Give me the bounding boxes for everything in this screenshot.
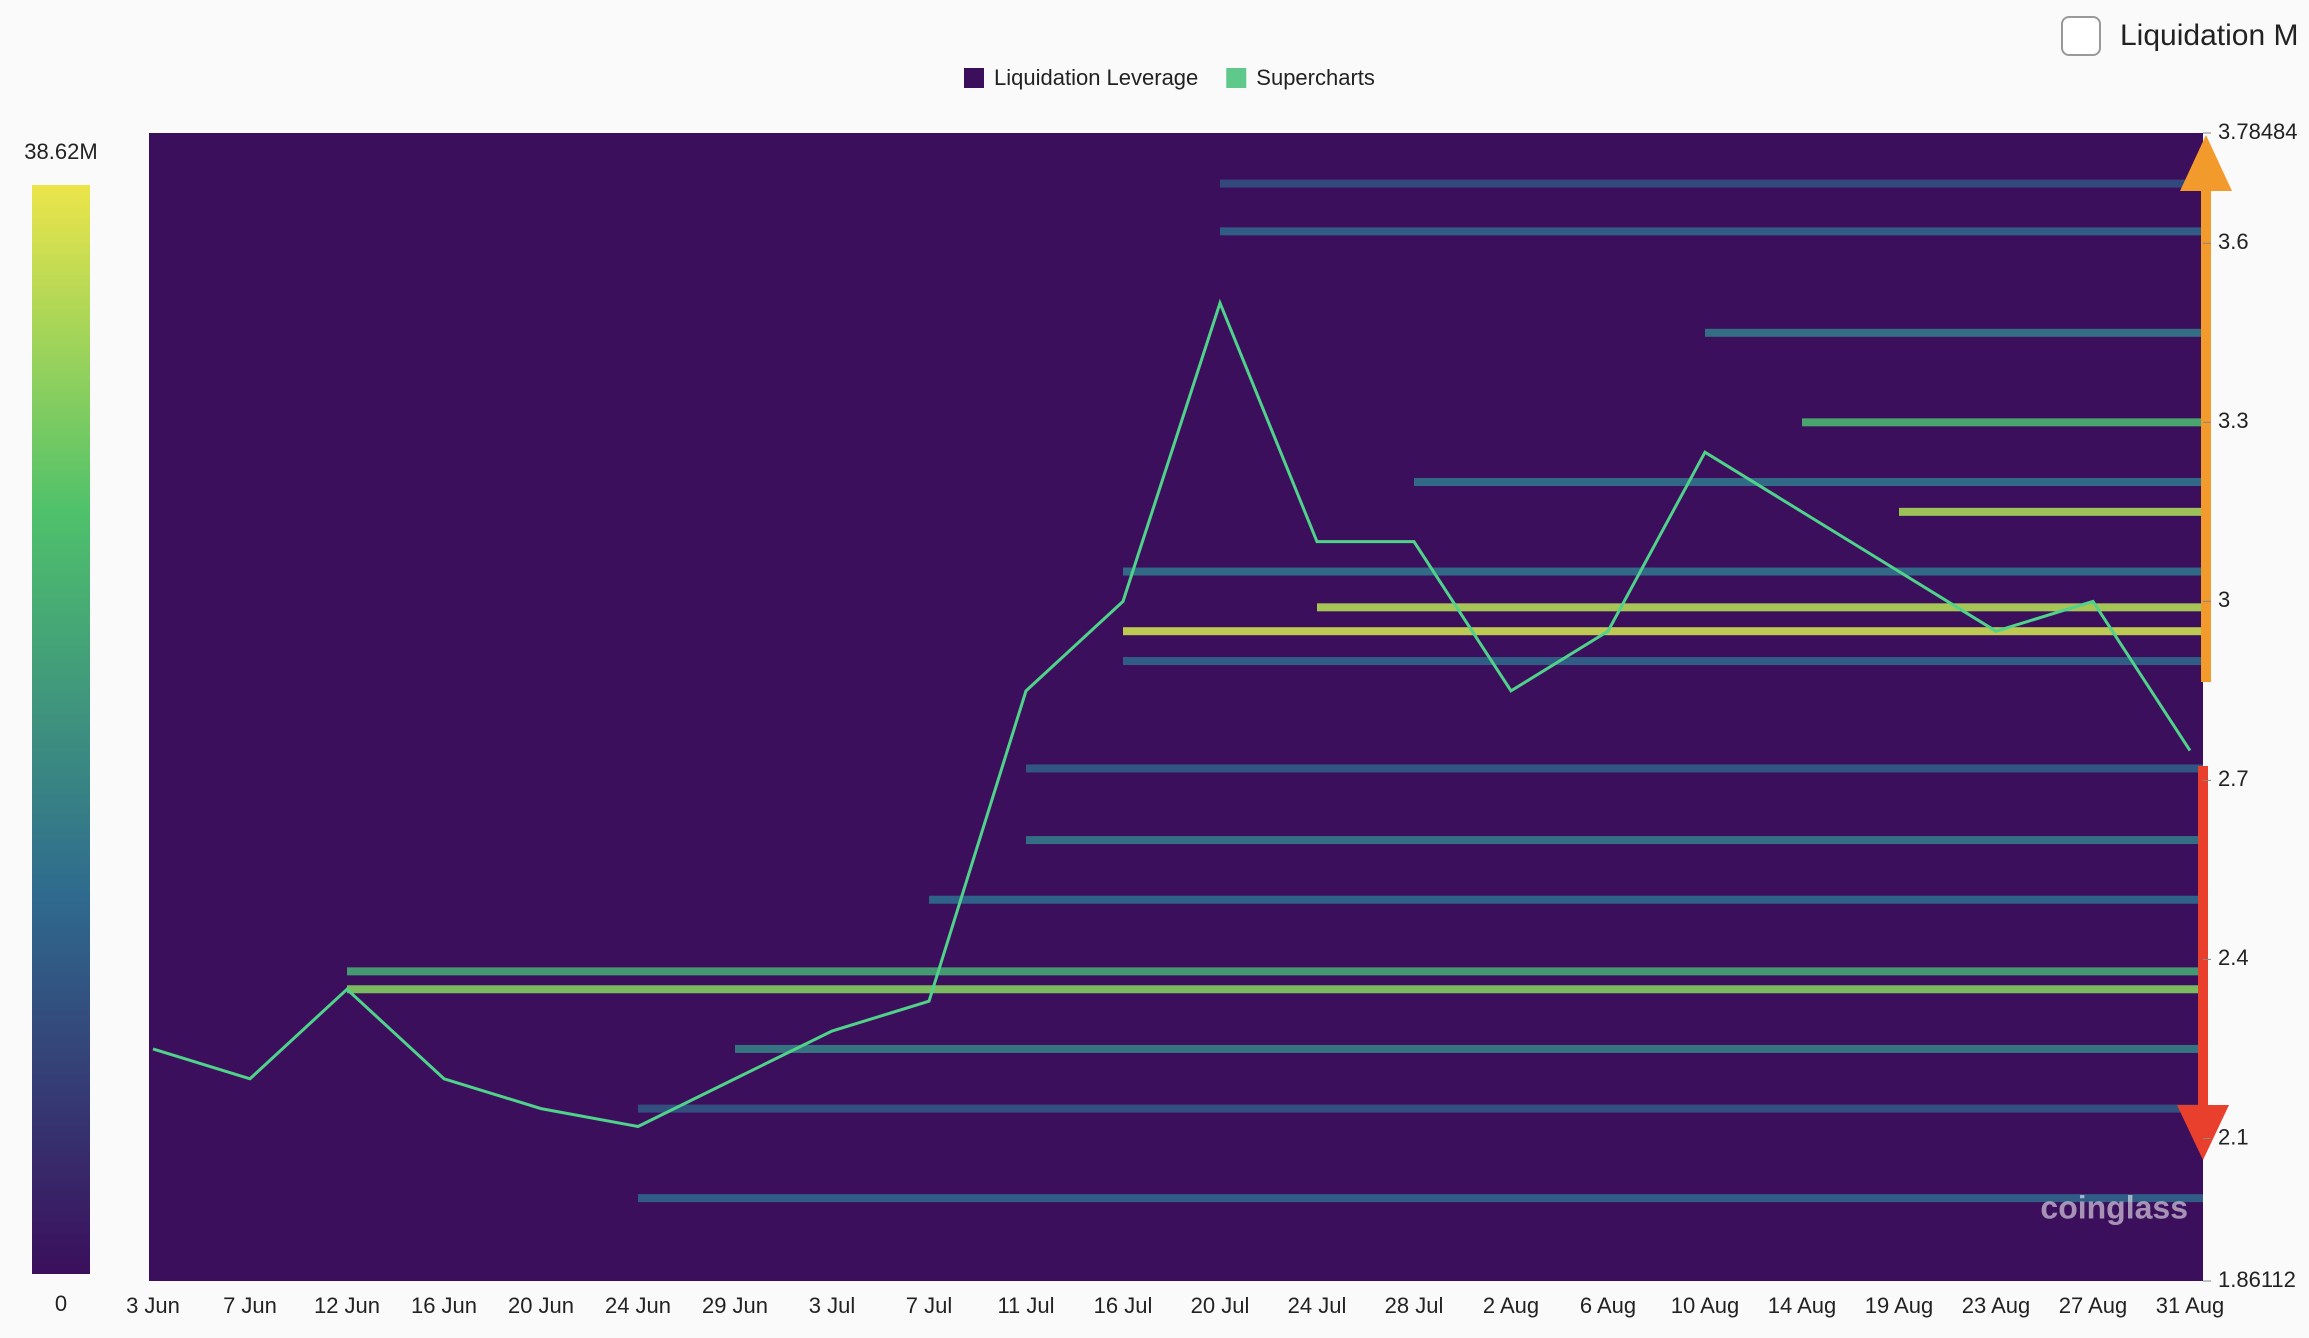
y-tick-label: 2.1 [2218, 1124, 2249, 1149]
liquidation-band [1026, 836, 2203, 845]
x-tick-label: 3 Jun [126, 1293, 180, 1318]
legend-label: Liquidation Leverage [994, 65, 1198, 90]
x-tick-label: 24 Jul [1288, 1293, 1347, 1318]
x-tick-label: 7 Jun [223, 1293, 277, 1318]
liquidation-band [1123, 567, 2203, 576]
liquidation-band [1123, 627, 2203, 636]
x-tick-label: 27 Aug [2059, 1293, 2128, 1318]
liquidation-band [638, 1194, 2203, 1203]
colorbar-label: 38.62M [24, 139, 97, 164]
y-tick-label: 3.6 [2218, 229, 2249, 254]
toggle-label[interactable]: Liquidation M [2120, 19, 2298, 52]
x-tick-label: 11 Jul [997, 1293, 1054, 1318]
liquidation-band [1414, 478, 2203, 487]
x-tick-label: 14 Aug [1768, 1293, 1837, 1318]
liquidation-band [735, 1044, 2203, 1053]
down-arrow-head [2177, 1105, 2229, 1160]
x-tick-label: 31 Aug [2156, 1293, 2225, 1318]
liquidation-band [1220, 179, 2203, 188]
x-tick-label: 16 Jun [411, 1293, 477, 1318]
liquidation-band [1317, 603, 2203, 612]
legend-label: Supercharts [1256, 65, 1375, 90]
colorbar [32, 185, 90, 1274]
liquidation-band [1705, 328, 2203, 337]
x-tick-label: 29 Jun [702, 1293, 768, 1318]
y-tick-label: 3.78484 [2218, 119, 2298, 144]
y-tick-label: 3 [2218, 587, 2230, 612]
x-tick-label: 24 Jun [605, 1293, 671, 1318]
x-tick-label: 20 Jul [1191, 1293, 1250, 1318]
up-arrow-head [2180, 135, 2232, 191]
x-tick-label: 7 Jul [906, 1293, 952, 1318]
x-tick-label: 2 Aug [1483, 1293, 1539, 1318]
liquidation-band [1123, 657, 2203, 666]
x-tick-label: 16 Jul [1094, 1293, 1153, 1318]
liquidation-band [638, 1104, 2203, 1113]
legend-swatch [1226, 68, 1247, 88]
liquidation-band [1802, 418, 2203, 427]
liquidation-band [1220, 227, 2203, 236]
y-tick-label: 3.3 [2218, 408, 2249, 433]
x-tick-label: 19 Aug [1865, 1293, 1934, 1318]
x-tick-label: 3 Jul [809, 1293, 855, 1318]
x-tick-label: 10 Aug [1671, 1293, 1740, 1318]
colorbar-label: 0 [55, 1291, 67, 1316]
plot [149, 133, 2203, 1281]
y-tick-label: 2.7 [2218, 766, 2249, 791]
y-tick-label: 2.4 [2218, 945, 2249, 970]
x-tick-label: 12 Jun [314, 1293, 380, 1318]
x-tick-label: 28 Jul [1385, 1293, 1444, 1318]
liquidation-band [929, 895, 2203, 904]
liquidation-band [347, 967, 2203, 976]
liquidation-band [1026, 764, 2203, 773]
legend-swatch [964, 68, 984, 88]
liquidation-band [1899, 507, 2203, 516]
liquidation-band [347, 985, 2203, 994]
x-tick-label: 20 Jun [508, 1293, 574, 1318]
y-tick-label: 1.86112 [2218, 1267, 2296, 1292]
heatmap-background [149, 133, 2203, 1281]
toggle-checkbox[interactable] [2061, 16, 2101, 56]
x-tick-label: 6 Aug [1580, 1293, 1636, 1318]
price-line [152, 298, 2192, 1129]
x-tick-label: 23 Aug [1962, 1293, 2031, 1318]
watermark: coinglass [2040, 1189, 2188, 1225]
